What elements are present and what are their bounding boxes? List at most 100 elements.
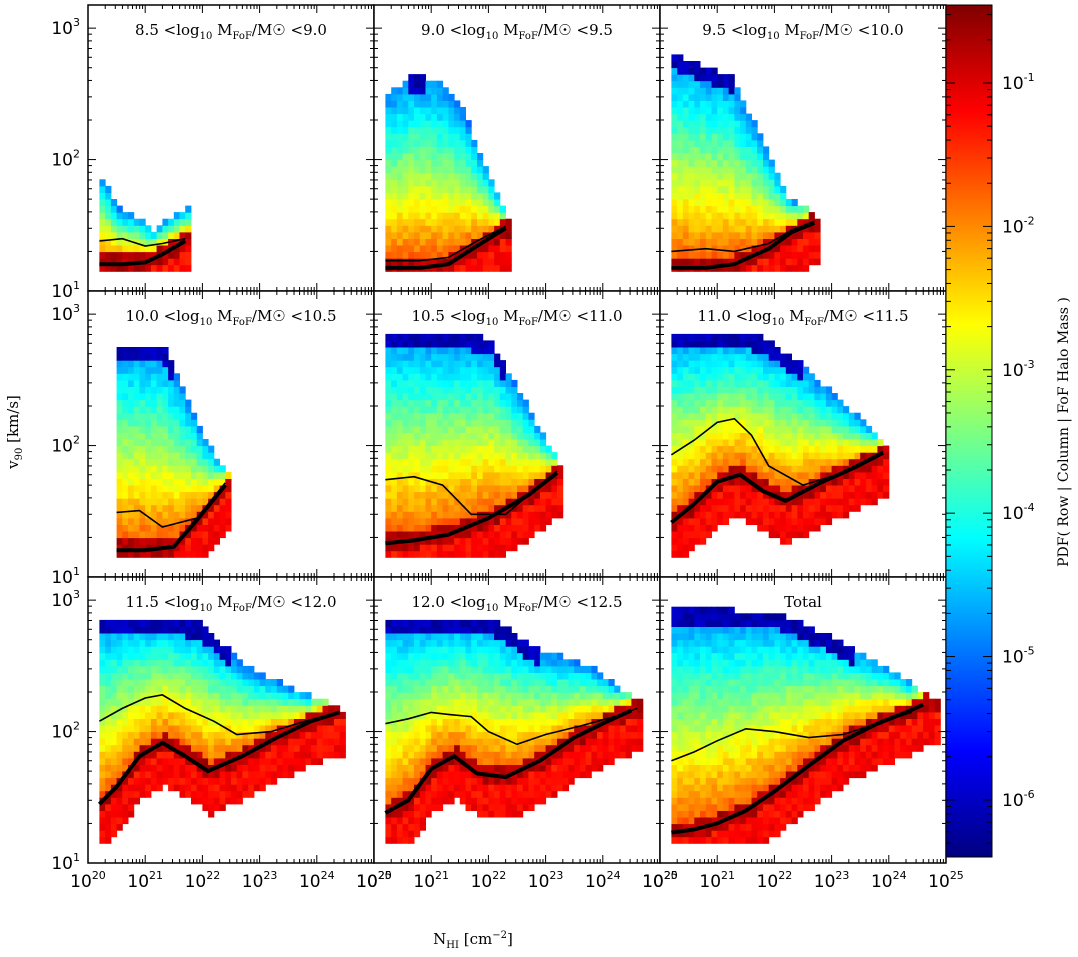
heatmap-cell [814, 524, 821, 532]
heatmap-cell [848, 445, 855, 453]
heatmap-cell [156, 353, 163, 361]
heatmap-cell [705, 192, 712, 200]
heatmap-cell [745, 458, 752, 466]
heatmap-cell [156, 537, 163, 545]
heatmap-cell [865, 485, 873, 493]
heatmap-cell [477, 192, 484, 200]
heatmap-cell [671, 478, 678, 486]
heatmap-cell [728, 452, 735, 460]
heatmap-cell [797, 264, 804, 272]
heatmap-cell [477, 212, 484, 220]
heatmap-cell [431, 485, 438, 493]
heatmap-cell [196, 784, 203, 792]
heatmap-cell [477, 406, 484, 414]
heatmap-cell [402, 465, 409, 473]
heatmap-cell [820, 491, 827, 499]
heatmap-cell [808, 439, 815, 447]
heatmap-cell [505, 544, 512, 552]
heatmap-cell [442, 366, 449, 374]
heatmap-cell [494, 537, 501, 545]
heatmap-cell [436, 393, 444, 401]
heatmap-cell [774, 471, 781, 479]
heatmap-cell [442, 419, 449, 427]
heatmap-cell [139, 659, 146, 667]
heatmap-cell [448, 465, 455, 473]
heatmap-cell [202, 803, 209, 811]
heatmap-cell [133, 478, 140, 486]
heatmap-cell [677, 146, 684, 154]
heatmap-cell [717, 166, 724, 174]
heatmap-cell [385, 113, 392, 121]
heatmap-cell [162, 672, 169, 680]
heatmap-cell [208, 725, 215, 733]
heatmap-cell [471, 491, 478, 499]
heatmap-cell [425, 340, 432, 348]
heatmap-cell [837, 439, 844, 447]
heatmap-cell [110, 823, 118, 831]
heatmap-cell [711, 425, 718, 433]
heatmap-cell [488, 544, 495, 552]
heatmap-cell [168, 751, 175, 759]
heatmap-cell [150, 665, 158, 673]
heatmap-cell [797, 360, 804, 368]
heatmap-cell [191, 659, 198, 667]
heatmap-cell [162, 485, 169, 493]
heatmap-cell [740, 172, 747, 180]
heatmap-cell [745, 264, 752, 272]
heatmap-cell [700, 432, 707, 440]
heatmap-cell [711, 231, 718, 239]
heatmap-cell [745, 445, 752, 453]
heatmap-cell [545, 465, 552, 473]
heatmap-cell [156, 738, 163, 746]
heatmap-cell [454, 550, 461, 558]
heatmap-cell [734, 347, 741, 355]
heatmap-cell [843, 491, 850, 499]
heatmap-cell [442, 179, 449, 187]
heatmap-cell [745, 419, 752, 427]
heatmap-cell [110, 725, 118, 733]
heatmap-cell [505, 425, 512, 433]
heatmap-cell [454, 212, 461, 220]
heatmap-cell [99, 757, 106, 765]
heatmap-cell [517, 399, 524, 407]
heatmap-cell [156, 231, 163, 239]
heatmap-cell [385, 498, 392, 506]
heatmap-cell [688, 93, 695, 101]
heatmap-cell [791, 452, 798, 460]
heatmap-cell [774, 360, 781, 368]
heatmap-cell [774, 231, 781, 239]
heatmap-cell [728, 120, 735, 128]
heatmap-cell [145, 366, 152, 374]
heatmap-cell [757, 192, 764, 200]
heatmap-cell [803, 504, 810, 512]
heatmap-cell [791, 238, 798, 246]
heatmap-cell [820, 517, 827, 525]
heatmap-cell [419, 340, 426, 348]
heatmap-cell [688, 192, 695, 200]
heatmap-cell [396, 231, 404, 239]
heatmap-cell [734, 432, 741, 440]
heatmap-cell [191, 445, 198, 453]
heatmap-cell [425, 218, 432, 226]
heatmap-cell [494, 360, 501, 368]
heatmap-cell [671, 537, 678, 545]
heatmap-cell [145, 432, 152, 440]
heatmap-cell [425, 425, 432, 433]
heatmap-cell [122, 757, 129, 765]
heatmap-cell [688, 87, 695, 95]
heatmap-cell [459, 393, 466, 401]
heatmap-cell [751, 205, 758, 213]
heatmap-cell [482, 192, 489, 200]
heatmap-cell [425, 258, 432, 266]
heatmap-cell [419, 80, 426, 88]
heatmap-cell [185, 238, 192, 246]
heatmap-cell [133, 790, 140, 798]
heatmap-cell [173, 517, 180, 525]
heatmap-cell [505, 478, 512, 486]
heatmap-cell [477, 225, 484, 233]
heatmap-cell [459, 205, 466, 213]
heatmap-cell [705, 159, 712, 167]
heatmap-cell [436, 340, 444, 348]
heatmap-cell [156, 659, 163, 667]
